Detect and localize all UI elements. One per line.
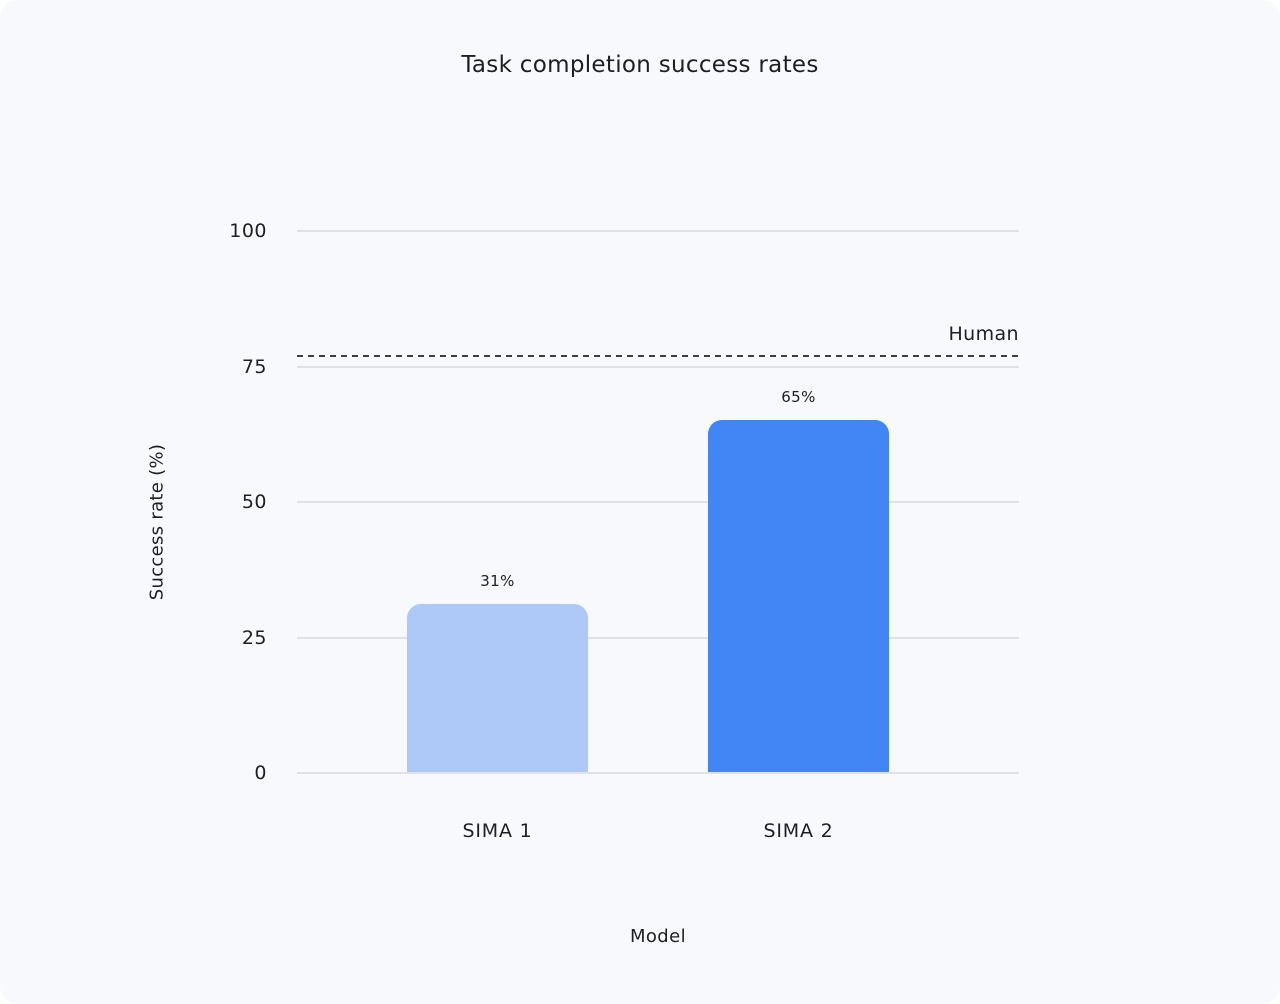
human-reference-line: [297, 354, 1019, 357]
gridline-25: [297, 636, 1019, 639]
xtick-label-sima-2: SIMA 2: [763, 820, 834, 842]
plot-area: 0 25 50 75 100 31% SIMA 1 65% SIMA 2 Human: [229, 220, 1019, 842]
bar-sima-1: [407, 603, 588, 772]
xtick-label-sima-1: SIMA 1: [462, 820, 533, 842]
ytick-label-50: 50: [241, 491, 267, 513]
gridline-0: [297, 772, 1019, 774]
gridline-75: [297, 365, 1019, 368]
bar-value-label-sima-1: 31%: [480, 571, 515, 590]
ytick-label-100: 100: [229, 220, 267, 242]
x-axis-title: Model: [629, 926, 687, 947]
ytick-label-75: 75: [241, 355, 267, 378]
bar-value-label-sima-2: 65%: [781, 387, 816, 406]
human-reference-label: Human: [948, 322, 1019, 345]
ytick-label-0: 0: [254, 762, 267, 784]
gridline-100: [297, 230, 1019, 232]
ytick-label-25: 25: [241, 626, 267, 649]
gridline-50: [297, 501, 1019, 503]
chart-title: Task completion success rates: [461, 52, 819, 78]
y-axis-title: Success rate (%): [146, 443, 168, 601]
bar-sima-2: [708, 419, 889, 772]
